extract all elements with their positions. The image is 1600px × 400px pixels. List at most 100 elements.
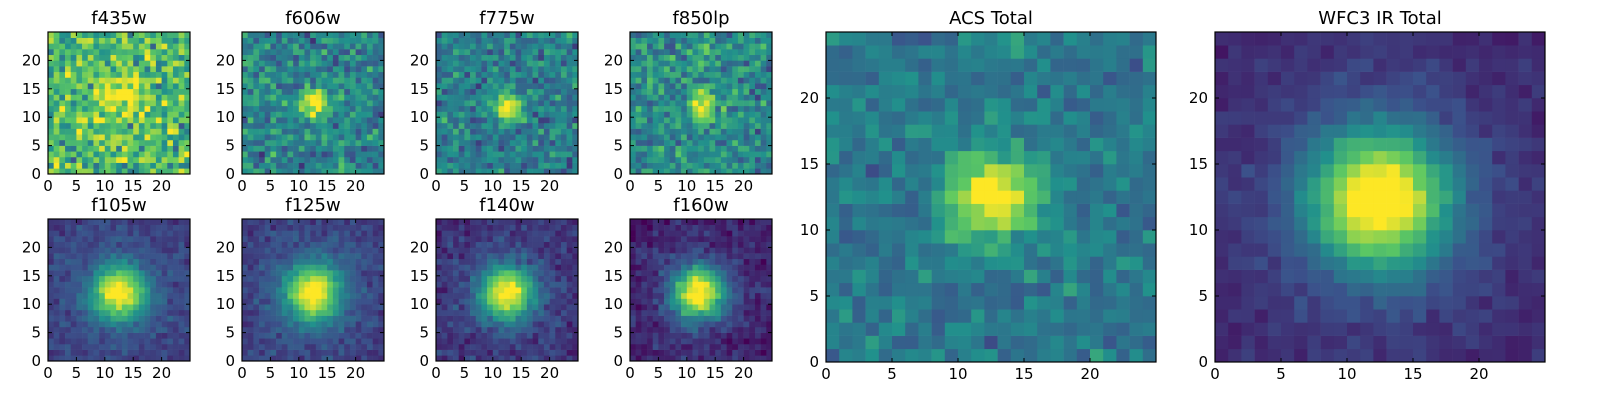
heatmap-cell: [70, 321, 77, 328]
heatmap-cell: [749, 281, 756, 288]
heatmap-cell: [521, 100, 528, 107]
heatmap-cell: [76, 338, 83, 345]
heatmap-cell: [349, 270, 356, 277]
heatmap-cell: [293, 270, 300, 277]
heatmap-cell: [630, 117, 636, 124]
heatmap-cell: [332, 139, 339, 146]
heatmap-cell: [110, 292, 117, 299]
heatmap-cell: [161, 292, 168, 299]
heatmap-cell: [372, 224, 379, 231]
heatmap-cell: [76, 162, 83, 169]
heatmap-cell: [150, 309, 157, 316]
heatmap-cell: [647, 32, 654, 38]
heatmap-cell: [87, 224, 94, 231]
heatmap-cell: [538, 156, 545, 163]
heatmap-cell: [48, 94, 54, 101]
heatmap-cell: [184, 275, 191, 282]
heatmap-cell: [453, 88, 460, 95]
heatmap-cell: [538, 264, 545, 271]
heatmap-cell: [481, 343, 488, 350]
heatmap-cell: [436, 88, 442, 95]
heatmap-cell: [172, 315, 179, 322]
heatmap-cell: [732, 338, 739, 345]
heatmap-cell: [555, 304, 562, 311]
heatmap-cell: [298, 298, 305, 305]
heatmap-cell: [743, 66, 750, 73]
heatmap-cell: [481, 162, 488, 169]
heatmap-cell: [749, 94, 756, 101]
heatmap-cell: [133, 88, 140, 95]
heatmap-cell: [698, 156, 705, 163]
heatmap-cell: [287, 281, 294, 288]
heatmap-cell: [293, 338, 300, 345]
heatmap-cell: [732, 32, 739, 38]
heatmap-cell: [242, 151, 248, 158]
heatmap-cell: [675, 326, 682, 333]
heatmap-cell: [572, 100, 579, 107]
heatmap-cell: [99, 247, 106, 254]
heatmap-cell: [70, 224, 77, 231]
heatmap-cell: [715, 304, 722, 311]
heatmap-cell: [53, 355, 60, 362]
heatmap-cell: [458, 168, 465, 175]
heatmap-cell: [681, 122, 688, 129]
heatmap-cell: [321, 128, 328, 135]
heatmap-cell: [59, 134, 66, 141]
heatmap-cell: [766, 326, 773, 333]
heatmap-cell: [161, 54, 168, 61]
heatmap-cell: [726, 66, 733, 73]
heatmap-cell: [515, 338, 522, 345]
heatmap-cell: [366, 349, 373, 356]
heatmap-cell: [104, 117, 111, 124]
heatmap-cell: [652, 275, 659, 282]
heatmap-cell: [344, 315, 351, 322]
heatmap-cell: [366, 122, 373, 129]
heatmap-cell: [293, 332, 300, 339]
heatmap-cell: [321, 151, 328, 158]
heatmap-cell: [766, 168, 773, 175]
heatmap-cell: [709, 332, 716, 339]
heatmap-cell: [555, 224, 562, 231]
heatmap-cell: [93, 338, 100, 345]
heatmap-cell: [538, 37, 545, 44]
heatmap-cell: [378, 253, 385, 260]
heatmap-cell: [692, 281, 699, 288]
heatmap-cell: [464, 77, 471, 84]
heatmap-cell: [178, 43, 185, 50]
heatmap-cell: [116, 151, 123, 158]
heatmap-cell: [270, 100, 277, 107]
heatmap-cell: [76, 128, 83, 135]
heatmap-cell: [487, 134, 494, 141]
heatmap-cell: [504, 253, 511, 260]
heatmap-cell: [743, 77, 750, 84]
heatmap-cell: [436, 355, 442, 362]
heatmap-cell: [121, 326, 128, 333]
heatmap-cell: [641, 156, 648, 163]
heatmap-cell: [161, 321, 168, 328]
heatmap-cell: [332, 66, 339, 73]
heatmap-cell: [555, 145, 562, 152]
heatmap-cell: [436, 151, 442, 158]
heatmap-cell: [304, 94, 311, 101]
heatmap-cell: [754, 83, 761, 90]
heatmap-cell: [310, 321, 317, 328]
heatmap-cell: [293, 105, 300, 112]
heatmap-cell: [293, 230, 300, 237]
heatmap-cell: [127, 32, 134, 38]
heatmap-cell: [760, 43, 767, 50]
heatmap-cell: [247, 355, 254, 362]
heatmap-cell: [681, 37, 688, 44]
heatmap-cell: [720, 275, 727, 282]
heatmap-cell: [127, 332, 134, 339]
heatmap-cell: [138, 264, 145, 271]
heatmap-cell: [82, 111, 89, 118]
heatmap-cell: [366, 43, 373, 50]
heatmap-cell: [732, 309, 739, 316]
heatmap-cell: [737, 304, 744, 311]
heatmap-cell: [526, 83, 533, 90]
y-tick-label: 0: [225, 165, 235, 183]
heatmap-cell: [464, 349, 471, 356]
heatmap-cell: [692, 60, 699, 67]
heatmap-cell: [521, 349, 528, 356]
heatmap-cell: [709, 321, 716, 328]
